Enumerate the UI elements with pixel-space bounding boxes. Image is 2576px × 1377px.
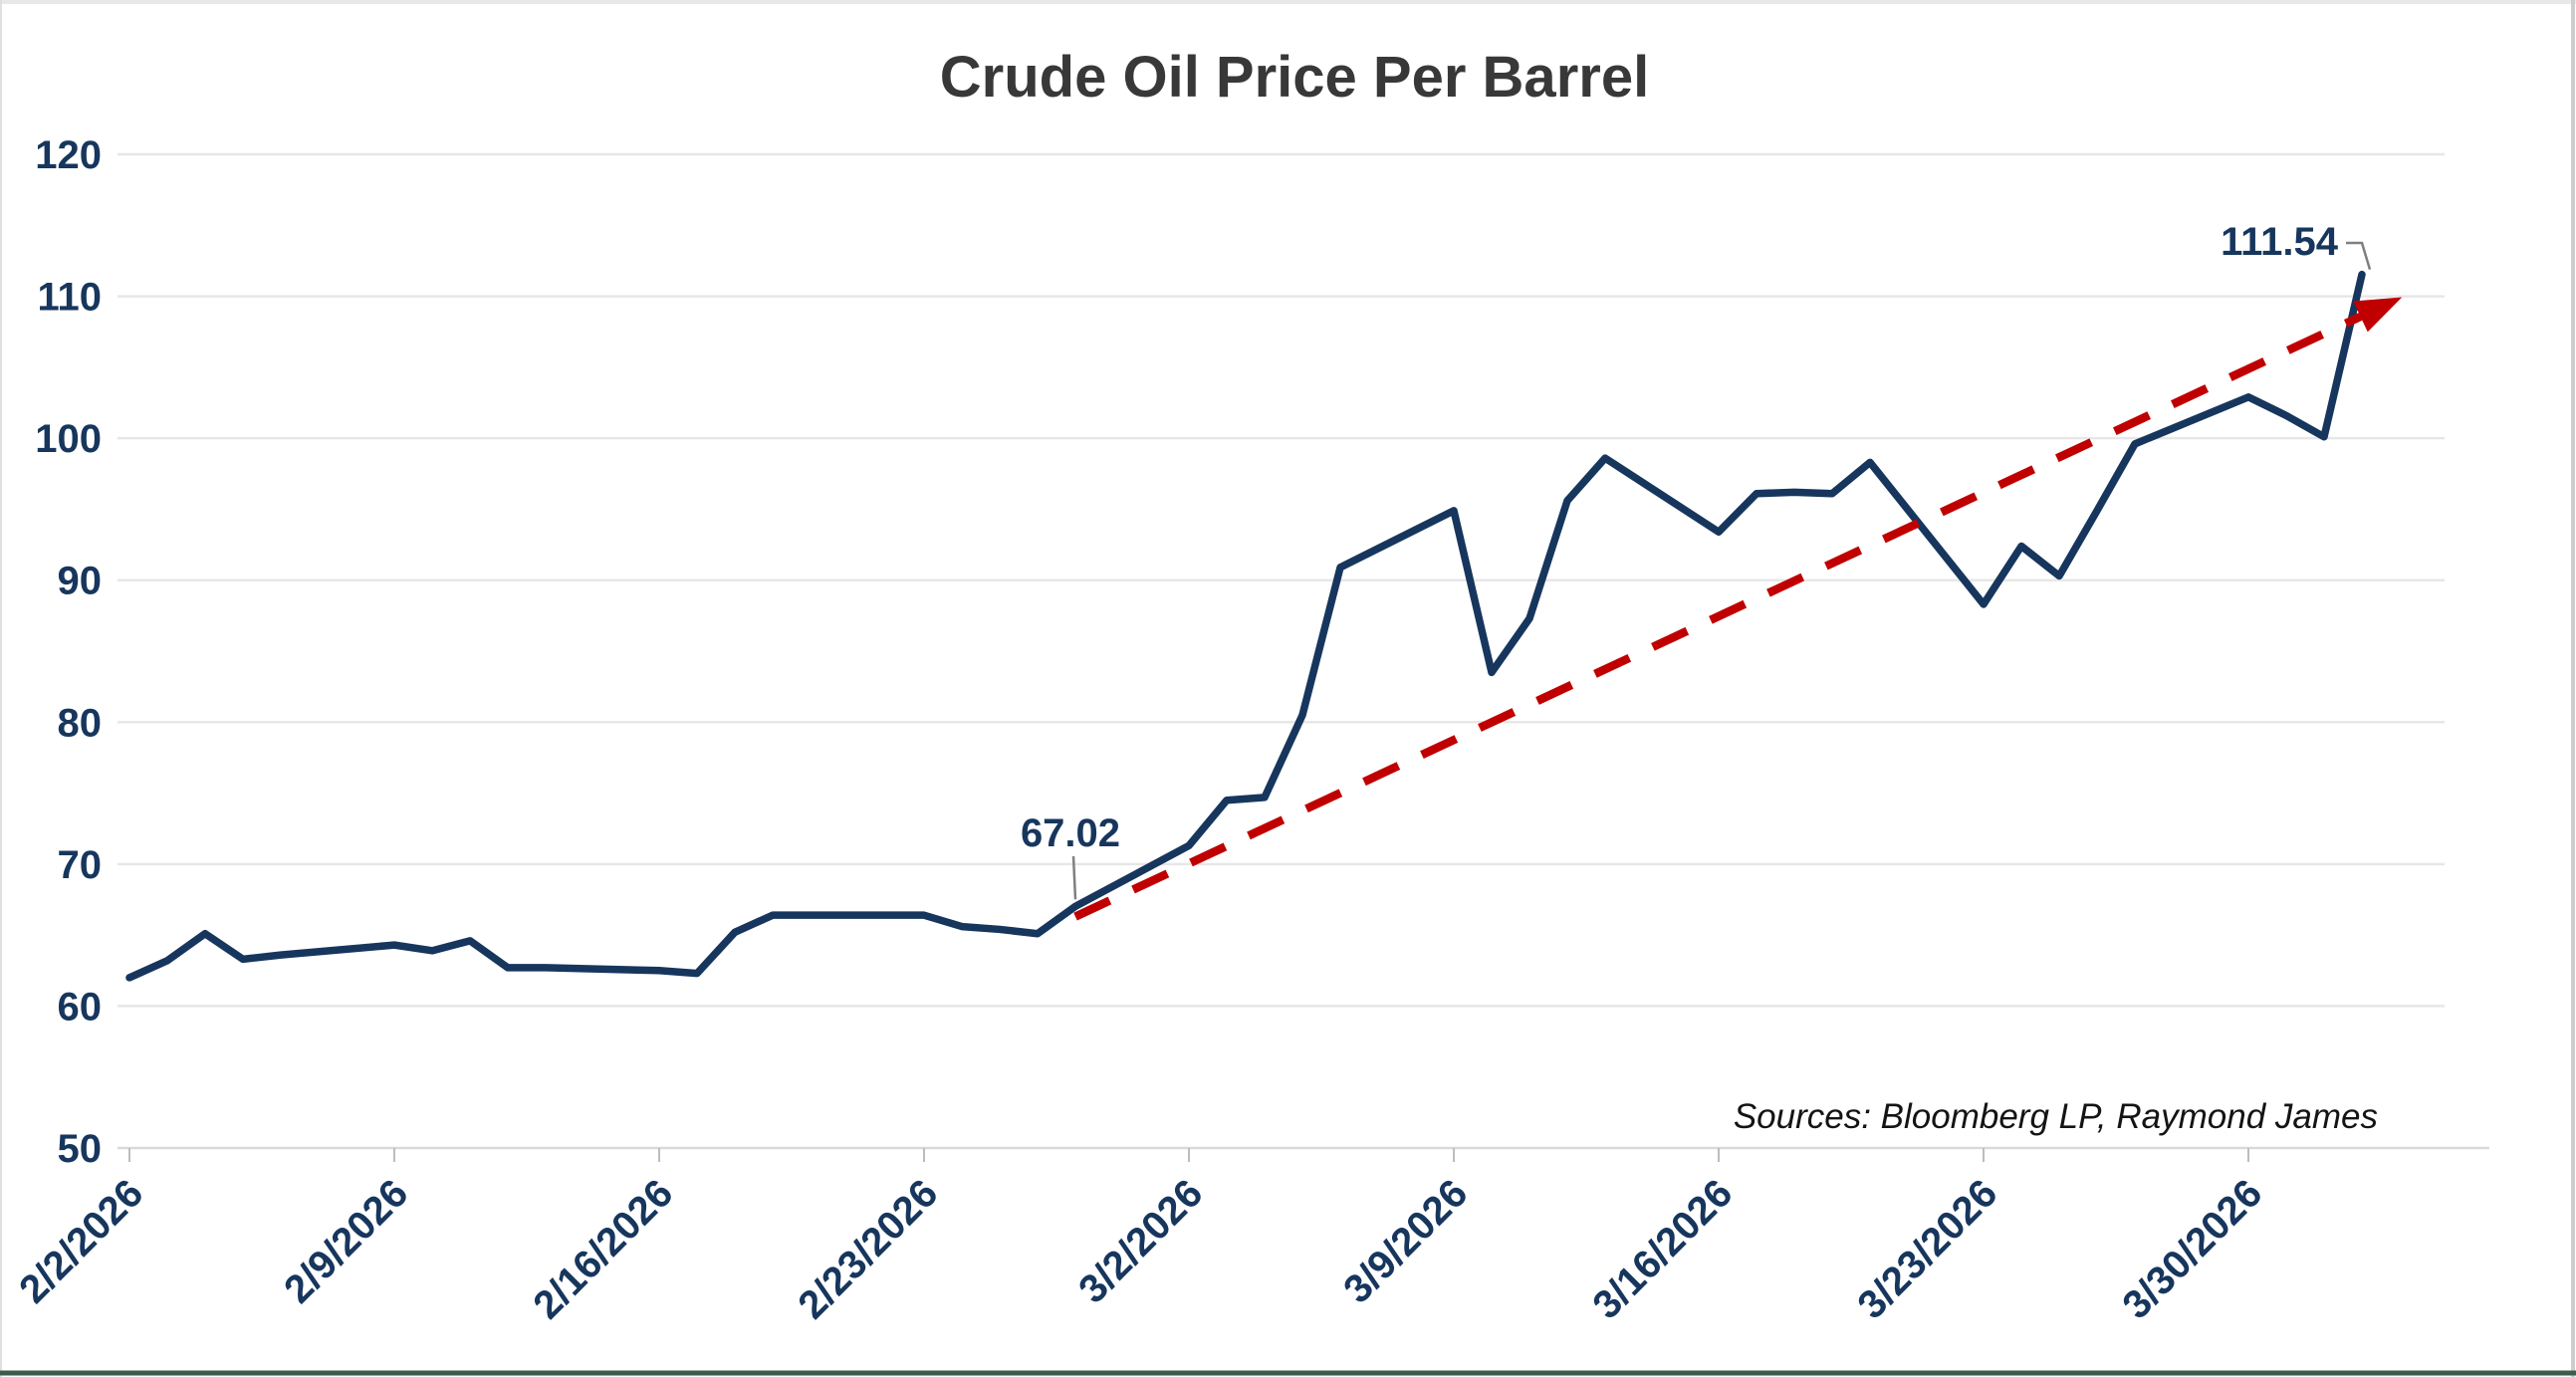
trend-arrowhead-icon	[2353, 297, 2403, 333]
leader-line-111-54	[2346, 241, 2372, 270]
chart-title: Crude Oil Price Per Barrel	[940, 45, 1649, 110]
y-axis-label-50: 50	[58, 1127, 103, 1171]
y-axis-label-90: 90	[58, 560, 103, 603]
annotation-67-02: 67.02	[1021, 811, 1120, 855]
y-axis-label-110: 110	[37, 276, 102, 320]
x-axis-label-4: 3/2/2026	[1070, 1171, 1211, 1311]
y-axis-label-60: 60	[58, 985, 103, 1029]
y-axis-group: 50 60 70 80 90 100 110 120	[35, 133, 102, 1171]
x-axis-label-5: 3/9/2026	[1335, 1171, 1476, 1311]
x-axis-label-0: 2/2/2026	[11, 1171, 151, 1311]
x-axis-label-8: 3/30/2026	[2114, 1171, 2270, 1327]
y-axis-label-100: 100	[35, 417, 102, 461]
trend-dashed-line	[1073, 309, 2370, 921]
x-axis-group: 2/2/2026 2/9/2026 2/16/2026 2/23/2026 3/2/20…	[11, 1146, 2489, 1327]
sources-note: Sources: Bloomberg LP, Raymond James	[1734, 1097, 2378, 1136]
y-axis-label-70: 70	[58, 843, 103, 887]
trend-line-group	[1073, 297, 2403, 921]
leader-line-67-02	[1071, 855, 1077, 900]
x-axis-label-6: 3/16/2026	[1584, 1171, 1741, 1327]
x-axis-label-3: 2/23/2026	[790, 1171, 946, 1327]
price-line	[125, 270, 2366, 982]
y-axis-label-120: 120	[35, 133, 102, 177]
gridlines-group	[117, 152, 2445, 1008]
x-axis-label-7: 3/23/2026	[1849, 1171, 2005, 1327]
x-axis-label-2: 2/16/2026	[525, 1171, 681, 1327]
data-series-group	[125, 270, 2366, 982]
y-axis-label-80: 80	[58, 701, 103, 745]
annotation-111-54: 111.54	[2221, 220, 2339, 264]
x-axis-label-1: 2/9/2026	[276, 1171, 416, 1311]
annotation-leader-group	[1071, 241, 2372, 900]
